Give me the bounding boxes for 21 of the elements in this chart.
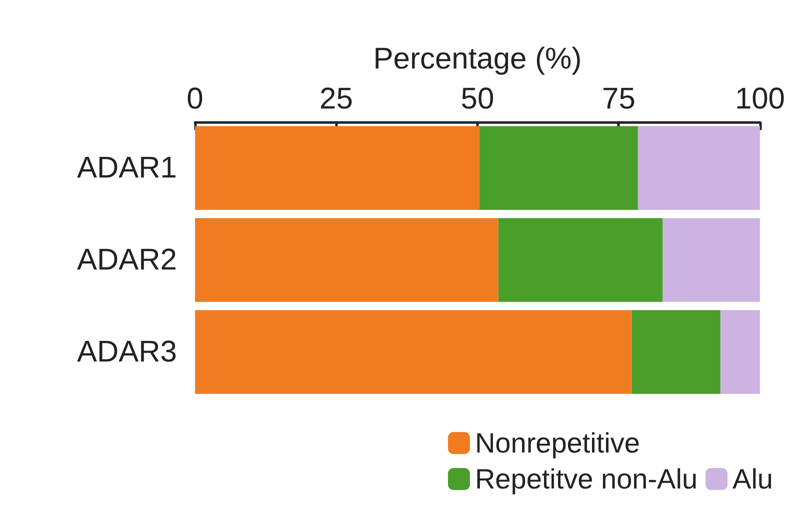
bar bbox=[638, 126, 760, 210]
x-axis-title: Percentage (%) bbox=[373, 42, 582, 76]
bar bbox=[195, 218, 498, 302]
bar bbox=[479, 126, 638, 210]
bar bbox=[720, 310, 760, 394]
legend-label: Nonrepetitive bbox=[474, 428, 640, 458]
bar bbox=[662, 218, 760, 302]
bar bbox=[498, 218, 663, 302]
x-tick-label: 75 bbox=[602, 82, 636, 116]
legend-label: Alu bbox=[732, 464, 773, 494]
x-tick-label: 50 bbox=[460, 82, 494, 116]
y-tick-label: ADAR1 bbox=[76, 152, 177, 184]
x-tick-label: 100 bbox=[734, 82, 786, 116]
y-tick-label: ADAR2 bbox=[76, 244, 177, 276]
bar bbox=[632, 310, 720, 394]
y-tick-label: ADAR3 bbox=[76, 336, 177, 368]
legend-label: Repetitve non-Alu bbox=[474, 464, 698, 494]
x-tick-label: 0 bbox=[186, 82, 204, 116]
bar bbox=[195, 310, 632, 394]
x-tick-label: 25 bbox=[320, 82, 353, 116]
bar bbox=[195, 126, 480, 210]
